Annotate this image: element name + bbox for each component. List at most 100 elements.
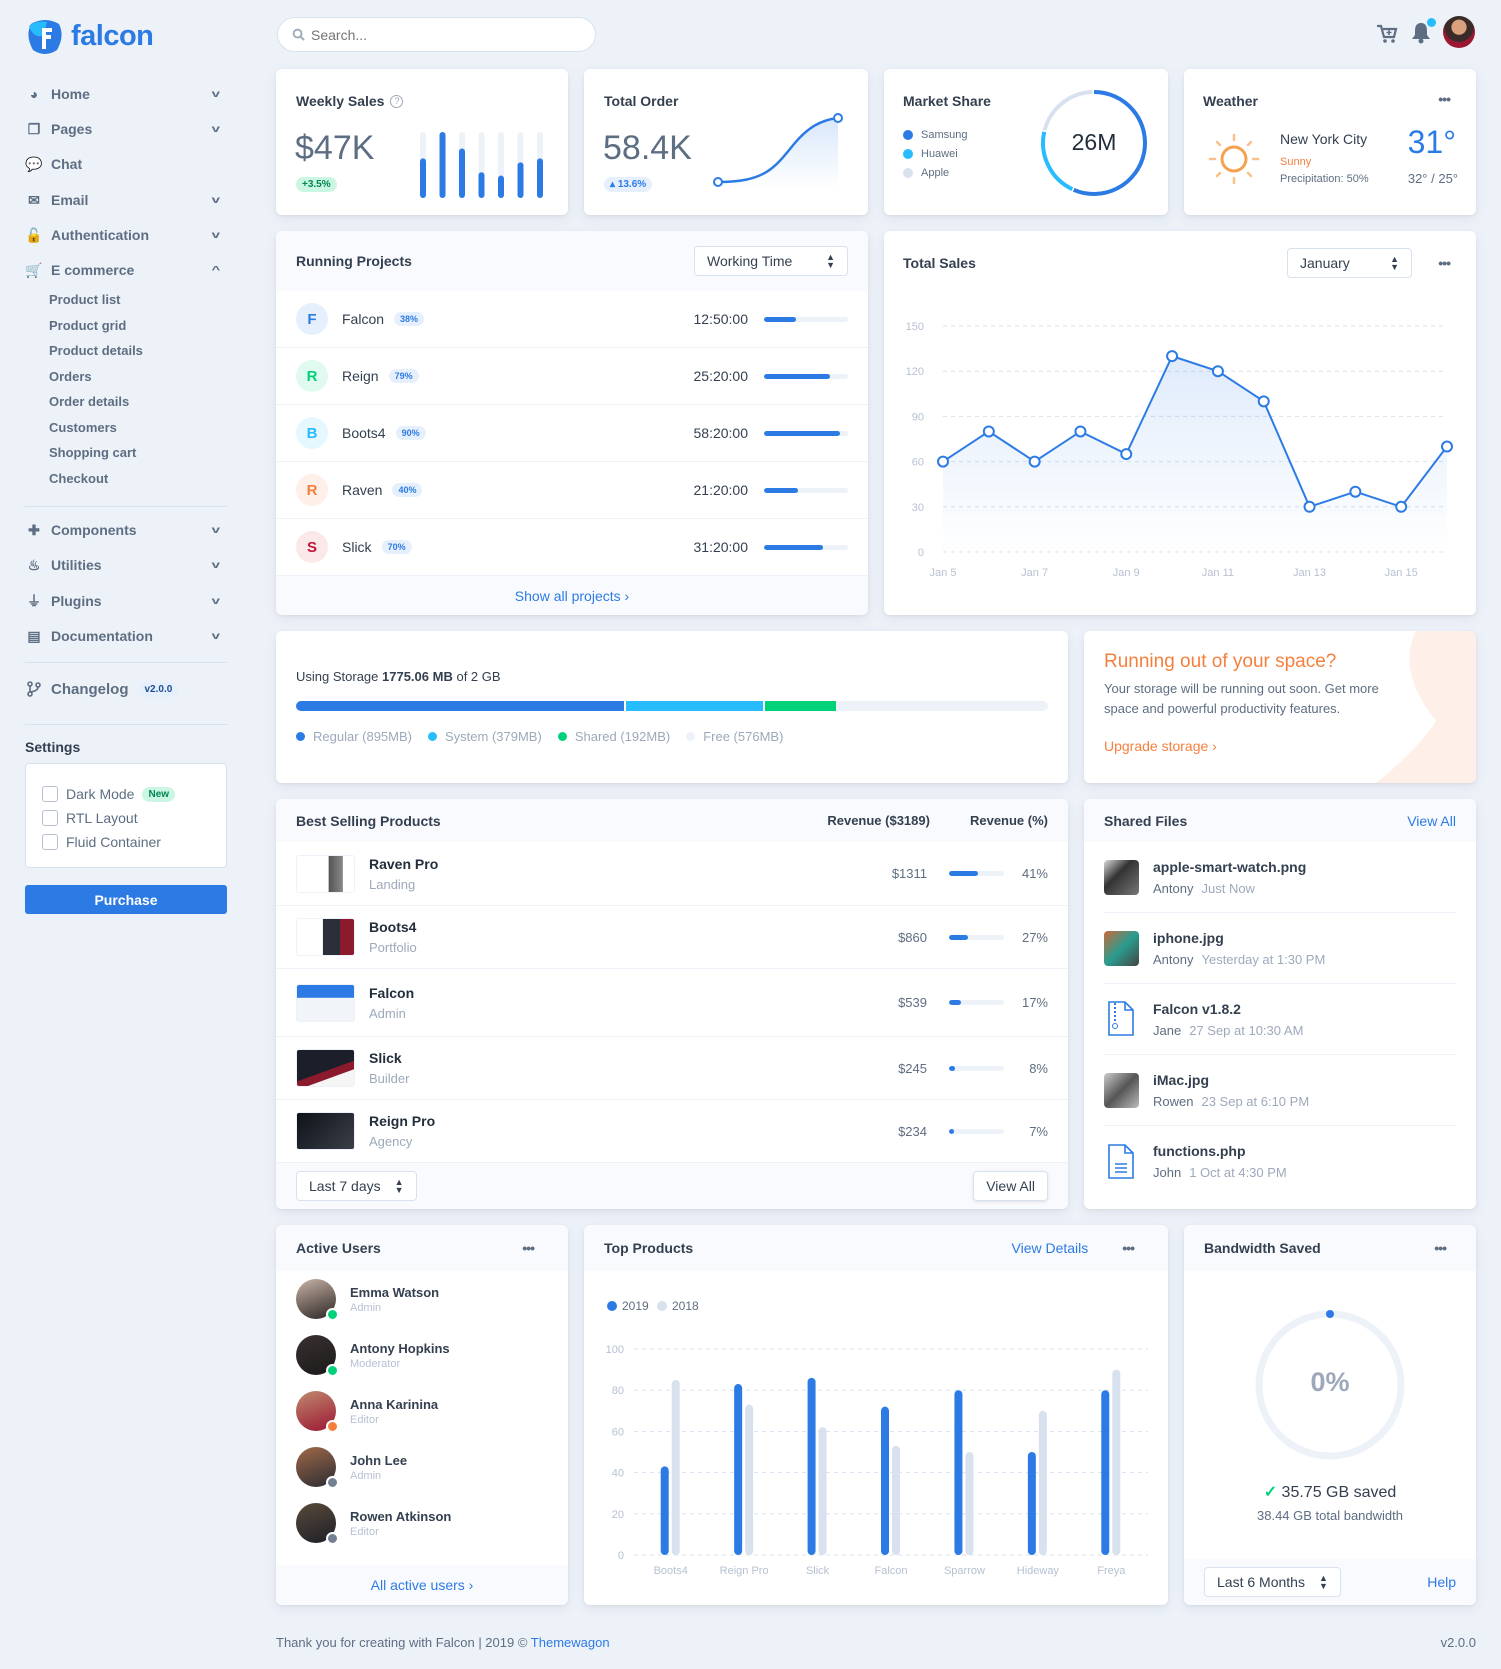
- sidebar-subitem[interactable]: Shopping cart: [49, 445, 137, 460]
- more-options-icon[interactable]: •••: [1438, 255, 1451, 271]
- checkbox[interactable]: [42, 834, 58, 850]
- logo[interactable]: falcon: [25, 16, 154, 56]
- data-point[interactable]: [1211, 365, 1224, 378]
- user-name[interactable]: Rowen Atkinson: [350, 1508, 452, 1524]
- sidebar-item-e-commerce[interactable]: 🛒 E commerce ^: [25, 258, 227, 282]
- upgrade-storage-link[interactable]: Upgrade storage ›: [1104, 738, 1217, 754]
- file-name[interactable]: iMac.jpg: [1153, 1071, 1210, 1088]
- themewagon-link[interactable]: Themewagon: [530, 1635, 610, 1650]
- sidebar-item-plugins[interactable]: ⏚ Plugins v: [25, 589, 227, 613]
- period-select[interactable]: Last 6 Months ▲ ▼: [1204, 1567, 1341, 1597]
- sidebar-subitem[interactable]: Customers: [49, 419, 117, 435]
- sidebar-item-pages[interactable]: ❐ Pages v: [25, 117, 227, 141]
- project-row[interactable]: R Raven 40% 21:20:00: [276, 462, 868, 519]
- bar[interactable]: [1038, 1410, 1047, 1555]
- file-name[interactable]: Falcon v1.8.2: [1153, 1000, 1241, 1017]
- project-row[interactable]: F Falcon 38% 12:50:00: [276, 291, 868, 348]
- data-point[interactable]: [1349, 485, 1362, 498]
- data-point[interactable]: [1395, 500, 1408, 513]
- bar[interactable]: [965, 1452, 974, 1555]
- user-row[interactable]: Rowen Atkinson Editor: [276, 1495, 568, 1551]
- sidebar-item-utilities[interactable]: ♨ Utilities v: [25, 553, 227, 577]
- user-row[interactable]: Antony Hopkins Moderator: [276, 1327, 568, 1383]
- question-circle-icon[interactable]: ?: [390, 94, 404, 108]
- bar[interactable]: [807, 1377, 816, 1555]
- bar[interactable]: [1112, 1369, 1121, 1555]
- data-point[interactable]: [1257, 395, 1270, 408]
- product-name[interactable]: Slick: [369, 1050, 402, 1066]
- view-details-link[interactable]: View Details: [1011, 1240, 1089, 1256]
- product-name[interactable]: Raven Pro: [369, 855, 439, 872]
- checkbox[interactable]: [42, 810, 58, 826]
- data-point[interactable]: [1166, 350, 1179, 363]
- avatar[interactable]: [1443, 16, 1475, 48]
- sidebar-subitem[interactable]: Product grid: [49, 317, 127, 333]
- data-point[interactable]: [1028, 455, 1041, 468]
- view-all-button[interactable]: View All: [973, 1171, 1048, 1201]
- product-name[interactable]: Boots4: [369, 919, 417, 935]
- file-name[interactable]: apple-smart-watch.png: [1153, 858, 1307, 875]
- checkbox[interactable]: [42, 786, 58, 802]
- project-row[interactable]: S Slick 70% 31:20:00: [276, 519, 868, 576]
- user-name[interactable]: Anna Karinina: [350, 1396, 439, 1412]
- bar[interactable]: [818, 1427, 827, 1555]
- data-point[interactable]: [1303, 500, 1316, 513]
- search-box[interactable]: [277, 17, 596, 52]
- user-row[interactable]: John Lee Admin: [276, 1439, 568, 1495]
- data-point[interactable]: [982, 425, 995, 438]
- sidebar-item-changelog[interactable]: Changelog v2.0.0: [25, 677, 227, 701]
- purchase-button[interactable]: Purchase: [25, 885, 227, 914]
- date-range-select[interactable]: Last 7 days ▲ ▼: [296, 1171, 417, 1201]
- notifications-button[interactable]: [1410, 18, 1436, 46]
- sidebar-subitem[interactable]: Product list: [49, 292, 121, 307]
- file-row[interactable]: Falcon v1.8.2 Jane 27 Sep at 10:30 AM: [1104, 984, 1456, 1055]
- user-row[interactable]: Emma Watson Admin: [276, 1271, 568, 1327]
- file-name[interactable]: functions.php: [1153, 1143, 1246, 1159]
- data-point[interactable]: [1441, 440, 1453, 453]
- sidebar-item-authentication[interactable]: 🔓 Authentication v: [25, 223, 227, 247]
- more-options-icon[interactable]: •••: [1122, 1240, 1135, 1256]
- working-time-select[interactable]: Working Time ▲ ▼: [694, 246, 848, 276]
- product-row[interactable]: Slick Builder $245 8%: [276, 1037, 1068, 1100]
- bar[interactable]: [881, 1406, 889, 1555]
- sidebar-item-home[interactable]: ◕ Home v: [25, 82, 227, 106]
- data-point[interactable]: [1074, 425, 1087, 438]
- sidebar-subitem[interactable]: Product details: [49, 343, 143, 358]
- user-name[interactable]: John Lee: [350, 1452, 408, 1468]
- month-select[interactable]: January ▲ ▼: [1287, 248, 1412, 278]
- more-options-icon[interactable]: •••: [522, 1240, 535, 1256]
- bar[interactable]: [954, 1390, 963, 1555]
- product-row[interactable]: Raven Pro Landing $1311 41%: [276, 842, 1068, 906]
- sidebar-subitem[interactable]: Checkout: [49, 470, 109, 486]
- product-name[interactable]: Falcon: [369, 984, 415, 1001]
- cart-icon[interactable]: [1376, 24, 1398, 44]
- product-row[interactable]: Falcon Admin $539 17%: [276, 969, 1068, 1037]
- all-active-users-link[interactable]: All active users ›: [370, 1577, 474, 1593]
- project-row[interactable]: B Boots4 90% 58:20:00: [276, 405, 868, 462]
- more-options-icon[interactable]: •••: [1438, 91, 1451, 107]
- product-name[interactable]: Reign Pro: [369, 1113, 436, 1129]
- help-link[interactable]: Help: [1427, 1574, 1456, 1590]
- sidebar-subitem[interactable]: Orders: [49, 368, 92, 384]
- project-row[interactable]: R Reign 79% 25:20:00: [276, 348, 868, 405]
- product-row[interactable]: Reign Pro Agency $234 7%: [276, 1100, 1068, 1163]
- data-point[interactable]: [937, 455, 949, 468]
- bar[interactable]: [1101, 1390, 1110, 1555]
- bar[interactable]: [671, 1379, 680, 1555]
- product-row[interactable]: Boots4 Portfolio $860 27%: [276, 906, 1068, 969]
- sidebar-subitem[interactable]: Order details: [49, 394, 130, 409]
- user-name[interactable]: Emma Watson: [350, 1284, 440, 1300]
- file-row[interactable]: iMac.jpg Rowen 23 Sep at 6:10 PM: [1104, 1055, 1456, 1126]
- user-name[interactable]: Antony Hopkins: [350, 1340, 450, 1356]
- bar[interactable]: [892, 1445, 900, 1555]
- file-row[interactable]: apple-smart-watch.png Antony Just Now: [1104, 842, 1456, 913]
- bar[interactable]: [660, 1466, 669, 1555]
- data-point[interactable]: [1120, 448, 1133, 461]
- search-input[interactable]: [311, 26, 571, 43]
- file-row[interactable]: functions.php John 1 Oct at 4:30 PM: [1104, 1126, 1456, 1197]
- setting-option[interactable]: Fluid Container: [42, 830, 226, 854]
- bar[interactable]: [734, 1384, 743, 1555]
- file-name[interactable]: iphone.jpg: [1153, 929, 1224, 946]
- sidebar-item-documentation[interactable]: ▤ Documentation v: [25, 624, 227, 648]
- user-row[interactable]: Anna Karinina Editor: [276, 1383, 568, 1439]
